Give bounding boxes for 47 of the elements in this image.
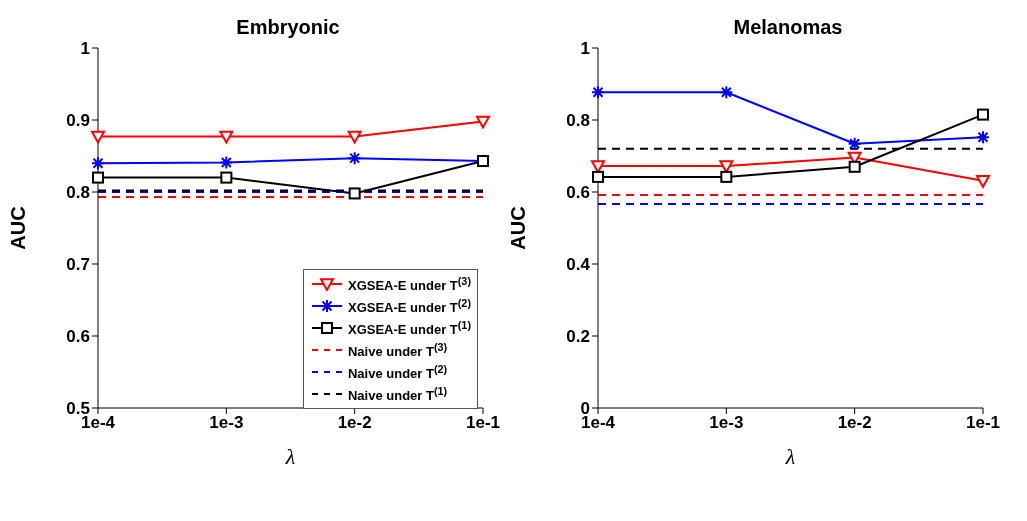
- point: [92, 171, 104, 184]
- y-axis-title: AUC: [7, 206, 30, 250]
- x-tick-label: 1e-1: [965, 413, 1001, 433]
- x-tick-label: 1e-1: [465, 413, 501, 433]
- point: [977, 108, 989, 121]
- point: [220, 171, 233, 184]
- chart-title: Melanomas: [733, 16, 843, 38]
- point: [847, 136, 862, 151]
- y-tick-label: 0.8: [66, 183, 90, 203]
- point: [348, 187, 361, 200]
- legend-label: XGSEA-E under T$^{(3)}$: [347, 274, 471, 294]
- point: [347, 130, 362, 144]
- point: [219, 155, 234, 170]
- y-axis-title: AUC: [507, 206, 530, 250]
- point: [219, 130, 234, 144]
- y-tick-label: 1: [80, 39, 90, 59]
- point: [976, 175, 990, 188]
- point: [347, 151, 362, 166]
- point: [720, 170, 733, 183]
- point: [719, 85, 734, 100]
- legend-label: XGSEA-E under T$^{(2)}$: [347, 296, 471, 316]
- x-axis-title: λ: [284, 444, 296, 469]
- point: [976, 130, 990, 145]
- y-tick-label: 0.9: [66, 111, 90, 131]
- y-tick-label: 0.8: [566, 111, 590, 131]
- y-tick-label: 0.7: [66, 255, 90, 275]
- legend-label: Naive under T$^{(1)}$: [347, 384, 448, 404]
- y-tick-label: 0.6: [66, 327, 90, 347]
- y-tick-label: 0.4: [566, 255, 591, 275]
- legend-label: Naive under T$^{(2)}$: [347, 362, 448, 382]
- legend-label: XGSEA-E under T$^{(1)}$: [347, 318, 471, 338]
- point: [592, 170, 604, 183]
- legend-label: Naive under T$^{(3)}$: [347, 340, 448, 360]
- x-axis-title: λ: [784, 444, 796, 469]
- y-tick-label: 0.2: [566, 327, 590, 347]
- point: [848, 160, 861, 173]
- chart-title: Embryonic: [236, 16, 340, 38]
- x-tick-label: 1e-2: [837, 413, 872, 433]
- x-tick-label: 1e-3: [709, 413, 744, 433]
- point: [91, 130, 105, 144]
- x-tick-label: 1e-3: [209, 413, 244, 433]
- point: [591, 85, 605, 100]
- point: [91, 156, 105, 171]
- x-tick-label: 1e-2: [337, 413, 372, 433]
- y-tick-label: 0.6: [566, 183, 590, 203]
- y-tick-label: 1: [580, 39, 590, 59]
- point: [476, 115, 490, 129]
